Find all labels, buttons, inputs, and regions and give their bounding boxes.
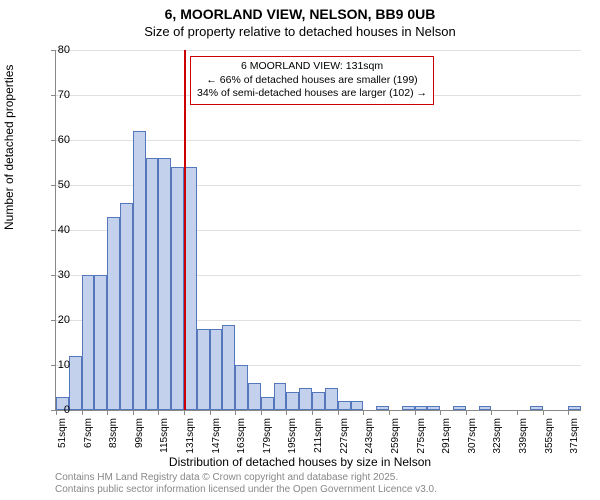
xtick-label: 291sqm [441,418,452,458]
histogram-bar [197,329,210,410]
xtick-label: 243sqm [364,418,375,458]
histogram-bar [120,203,133,410]
annotation-box: 6 MOORLAND VIEW: 131sqm← 66% of detached… [190,56,434,105]
xtick-label: 115sqm [159,418,170,458]
xtick-label: 355sqm [544,418,555,458]
x-axis-label: Distribution of detached houses by size … [0,455,600,469]
ytick-label: 0 [64,404,70,416]
xtick-label: 147sqm [211,418,222,458]
chart-subtitle: Size of property relative to detached ho… [0,22,600,39]
ytick-label: 60 [58,134,70,146]
xtick-label: 67sqm [83,418,94,458]
histogram-bar [261,397,274,411]
xtick-label: 259sqm [390,418,401,458]
xtick-label: 371sqm [569,418,580,458]
ytick-label: 20 [58,314,70,326]
ytick-label: 30 [58,269,70,281]
xtick-label: 275sqm [416,418,427,458]
histogram-bar [530,406,543,411]
xtick-label: 195sqm [287,418,298,458]
histogram-bar [235,365,248,410]
histogram-bar [453,406,466,411]
annotation-line: 6 MOORLAND VIEW: 131sqm [197,60,427,74]
xtick-label: 51sqm [57,418,68,458]
footer-line2: Contains public sector information licen… [55,484,437,496]
histogram-bar [338,401,351,410]
histogram-bar [133,131,146,410]
xtick-label: 339sqm [518,418,529,458]
footer-attribution: Contains HM Land Registry data © Crown c… [55,472,437,496]
footer-line1: Contains HM Land Registry data © Crown c… [55,472,437,484]
histogram-bar [351,401,364,410]
histogram-bar [312,392,325,410]
histogram-bar [171,167,184,410]
ytick-label: 70 [58,89,70,101]
xtick-label: 307sqm [467,418,478,458]
histogram-bar [146,158,159,410]
ytick-label: 50 [58,179,70,191]
ytick-label: 80 [58,44,70,56]
annotation-line: 34% of semi-detached houses are larger (… [197,87,427,101]
histogram-bar [415,406,428,411]
histogram-bar [479,406,492,411]
histogram-bar [325,388,338,411]
chart-container: 6, MOORLAND VIEW, NELSON, BB9 0UB Size o… [0,0,600,500]
histogram-bar [158,158,171,410]
histogram-bar [248,383,261,410]
histogram-bar [222,325,235,411]
xtick-label: 163sqm [236,418,247,458]
histogram-bar [568,406,581,411]
histogram-bar [210,329,223,410]
xtick-label: 211sqm [313,418,324,458]
y-axis-label: Number of detached properties [2,65,16,230]
histogram-bar [107,217,120,411]
annotation-line: ← 66% of detached houses are smaller (19… [197,74,427,88]
xtick-label: 323sqm [492,418,503,458]
xtick-label: 179sqm [262,418,273,458]
histogram-bar [82,275,95,410]
histogram-bar [376,406,389,411]
histogram-bar [402,406,415,411]
gridline [56,50,581,51]
histogram-bar [69,356,82,410]
chart-title: 6, MOORLAND VIEW, NELSON, BB9 0UB [0,0,600,22]
histogram-bar [286,392,299,410]
ytick-label: 10 [58,359,70,371]
ytick-label: 40 [58,224,70,236]
histogram-bar [274,383,287,410]
reference-line [184,50,186,410]
xtick-label: 131sqm [185,418,196,458]
plot-area: 6 MOORLAND VIEW: 131sqm← 66% of detached… [55,50,581,411]
xtick-label: 227sqm [339,418,350,458]
histogram-bar [299,388,312,411]
xtick-label: 99sqm [134,418,145,458]
histogram-bar [427,406,440,411]
histogram-bar [94,275,107,410]
xtick-label: 83sqm [108,418,119,458]
